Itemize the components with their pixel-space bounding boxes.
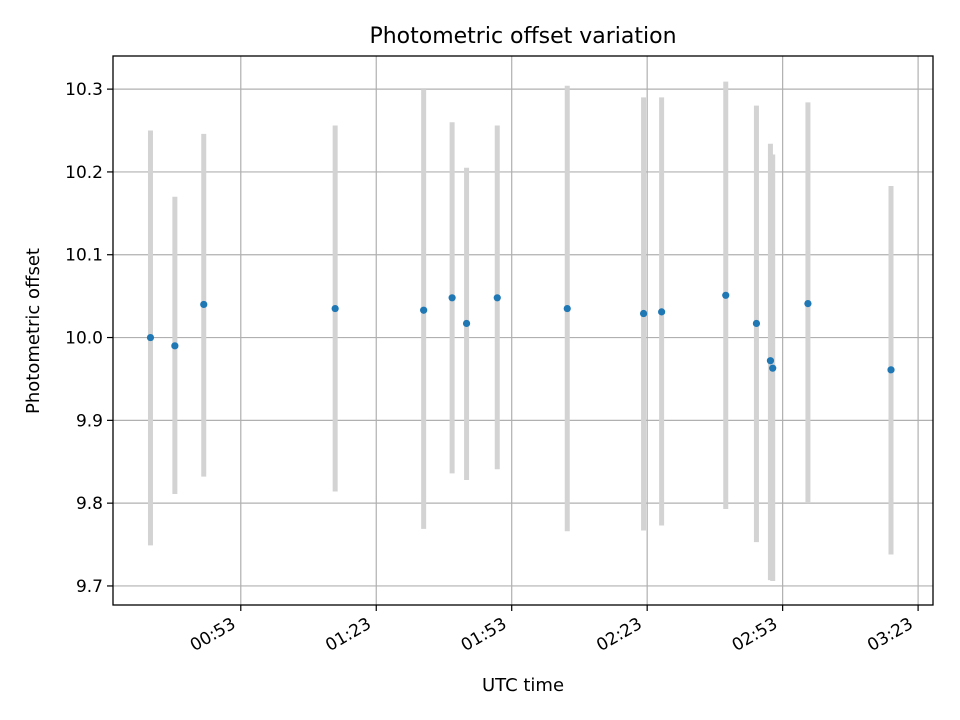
y-tick-label: 10.1 <box>65 246 103 266</box>
data-point <box>420 306 428 314</box>
data-point <box>887 366 895 374</box>
y-axis-ticks: 9.7 9.8 9.9 10.0 10.1 10.2 10.3 <box>65 80 113 597</box>
data-point <box>331 304 339 313</box>
data-points <box>146 291 895 374</box>
data-point <box>493 294 501 302</box>
y-tick-label: 9.9 <box>76 411 103 431</box>
data-point <box>766 357 775 365</box>
data-point <box>639 309 648 318</box>
y-axis-label: Photometric offset <box>23 248 44 414</box>
data-point <box>769 364 777 372</box>
y-tick-label: 10.2 <box>65 163 103 183</box>
plot-frame <box>112 55 934 606</box>
data-point <box>752 319 761 328</box>
x-axis-label: UTC time <box>482 675 564 696</box>
y-tick-label: 9.8 <box>76 494 103 514</box>
y-tick-label: 10.3 <box>65 80 103 100</box>
data-point <box>658 308 666 316</box>
chart-title: Photometric offset variation <box>369 24 676 49</box>
grid <box>113 56 933 605</box>
y-tick-label: 9.7 <box>76 577 103 597</box>
data-point <box>146 333 155 342</box>
y-tick-label: 10.0 <box>65 329 103 349</box>
data-point <box>722 291 730 299</box>
data-point <box>171 342 179 350</box>
data-point <box>200 300 208 309</box>
data-point <box>804 299 812 308</box>
data-point <box>448 294 456 302</box>
data-point <box>563 304 571 313</box>
data-point <box>462 319 471 328</box>
